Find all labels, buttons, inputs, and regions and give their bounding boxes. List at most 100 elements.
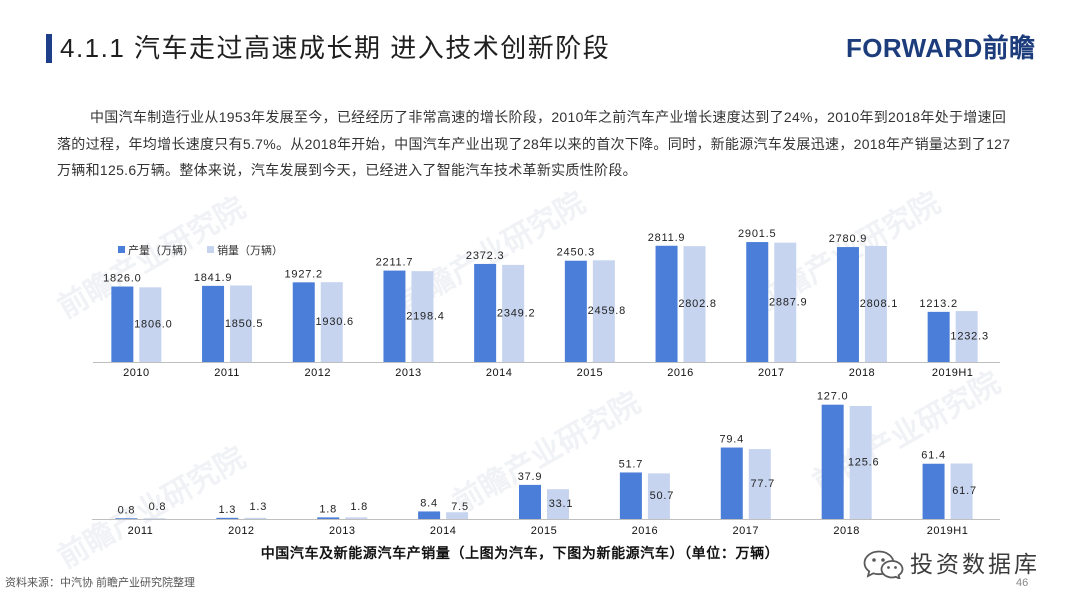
vehicle-x-tick-label: 2014 — [486, 367, 512, 379]
vehicle-sales-bar — [139, 287, 162, 362]
vehicle-sales-value-label: 1850.5 — [225, 318, 263, 330]
nev-x-tick-label: 2018 — [833, 525, 859, 537]
nev-production-value-label: 127.0 — [817, 391, 849, 403]
nev-sales-value-label: 1.8 — [350, 501, 368, 513]
nev-production-bar — [418, 511, 441, 519]
nev-sales-value-label: 0.8 — [149, 501, 167, 513]
nev-production-bar — [317, 517, 340, 519]
vehicle-sales-value-label: 1806.0 — [134, 319, 172, 331]
nev-sales-value-label: 7.5 — [451, 501, 469, 513]
vehicle-sales-value-label: 1930.6 — [316, 316, 354, 328]
vehicle-x-tick-label: 2010 — [123, 367, 149, 379]
vehicle-sales-value-label: 2198.4 — [406, 311, 444, 323]
legend-swatch-production — [118, 246, 125, 253]
wechat-eye — [894, 566, 897, 569]
nev-sales-value-label: 50.7 — [650, 490, 675, 502]
vehicle-production-bar — [927, 311, 950, 362]
nev-production-bar — [821, 404, 844, 519]
vehicle-sales-bar — [592, 260, 615, 362]
wechat-icon — [863, 550, 904, 579]
page-number: 46 — [1016, 577, 1029, 589]
brand-logo: FORWARD前瞻 — [846, 33, 1036, 63]
vehicle-x-tick-label: 2016 — [667, 367, 693, 379]
chart-legend: 产量（万辆） 销量（万辆） — [118, 243, 293, 259]
legend-label-sales: 销量（万辆） — [217, 245, 284, 257]
wechat-eye — [881, 558, 885, 562]
nev-x-tick-label: 2013 — [329, 525, 355, 537]
nev-production-value-label: 1.8 — [319, 503, 337, 515]
nev-production-bar — [519, 484, 541, 519]
vehicle-x-tick-label: 2019H1 — [932, 367, 974, 379]
legend-item-production: 产量（万辆） — [118, 243, 194, 259]
vehicle-sales-value-label: 2887.9 — [769, 296, 807, 308]
nev-x-tick-label: 2019H1 — [927, 525, 969, 537]
nev-chart-plot: 0.8 0.8 2011 1.3 1.3 2012 1.8 1.8 2013 8.4 7.5 2014… — [92, 391, 1000, 537]
vehicle-sales-value-label: 1232.3 — [950, 331, 988, 343]
nev-production-value-label: 8.4 — [420, 497, 438, 509]
nev-x-tick-label: 2017 — [733, 525, 759, 537]
nev-production-value-label: 1.3 — [218, 504, 236, 516]
wechat-account-badge: 投资数据库 — [862, 549, 1042, 579]
nev-production-value-label: 79.4 — [719, 434, 744, 446]
nev-production-bar — [216, 517, 239, 519]
vehicle-production-value-label: 2811.9 — [648, 232, 686, 244]
nev-sales-value-label: 1.3 — [249, 501, 267, 513]
nev-production-value-label: 51.7 — [619, 458, 644, 470]
vehicle-production-value-label: 1826.0 — [103, 273, 141, 285]
vehicle-production-bar — [474, 263, 497, 362]
nev-production-bar — [115, 518, 138, 519]
nev-sales-bar — [950, 463, 973, 519]
vehicle-production-value-label: 2372.3 — [466, 250, 504, 262]
nev-production-bar — [922, 463, 945, 519]
vehicle-chart-plot: 1826.0 1806.0 2010 1841.9 1850.5 2011 1927.2 19… — [93, 228, 1000, 379]
vehicle-sales-bar — [320, 282, 343, 362]
vehicle-sales-value-label: 2808.1 — [860, 298, 898, 310]
wechat-account-name: 投资数据库 — [910, 551, 1040, 577]
vehicle-production-bar — [746, 242, 769, 362]
vehicle-sales-bar — [864, 245, 887, 362]
nev-sales-bar — [748, 449, 771, 519]
nev-production-value-label: 37.9 — [518, 471, 543, 483]
vehicle-sales-value-label: 2349.2 — [497, 307, 535, 319]
nev-production-bar — [720, 447, 743, 519]
vehicle-x-tick-label: 2012 — [305, 367, 331, 379]
vehicle-production-bar — [655, 245, 678, 362]
vehicle-sales-value-label: 2802.8 — [678, 298, 716, 310]
nev-sales-bar — [849, 405, 872, 519]
vehicle-production-bar — [111, 286, 134, 362]
vehicle-sales-bar — [683, 246, 706, 362]
vehicle-x-tick-label: 2017 — [758, 367, 784, 379]
nev-x-tick-label: 2014 — [430, 525, 456, 537]
figure-caption: 中国汽车及新能源汽车产销量（上图为汽车，下图为新能源汽车）（单位：万辆） — [260, 545, 780, 561]
nev-sales-bar — [647, 473, 670, 519]
nev-x-tick-label: 2015 — [531, 525, 557, 537]
nev-sales-bar — [345, 517, 368, 519]
legend-swatch-sales — [207, 246, 215, 253]
vehicle-production-bar — [292, 282, 315, 362]
vehicle-production-bar — [383, 270, 406, 362]
nev-sales-value-label: 77.7 — [750, 478, 775, 490]
wechat-bubble-small — [880, 560, 904, 579]
vehicle-x-tick-label: 2015 — [577, 367, 603, 379]
nev-production-value-label: 0.8 — [118, 504, 136, 516]
legend-item-sales: 销量（万辆） — [207, 243, 283, 259]
vehicle-production-value-label: 2450.3 — [557, 247, 595, 259]
nev-sales-bar — [143, 518, 166, 519]
vehicle-production-value-label: 1213.2 — [919, 298, 957, 310]
nev-sales-bar — [547, 489, 569, 519]
nev-sales-bar — [446, 512, 469, 519]
vehicle-production-value-label: 2211.7 — [376, 257, 414, 269]
sales-charts: 1826.0 1806.0 2010 1841.9 1850.5 2011 1927.2 19… — [92, 228, 1000, 537]
wechat-eye — [872, 558, 876, 562]
vehicle-x-tick-label: 2011 — [214, 367, 240, 379]
vehicle-production-bar — [836, 247, 859, 362]
vehicle-sales-value-label: 2459.8 — [588, 305, 626, 317]
data-source: 资料来源：中汽协 前瞻产业研究院整理 — [5, 577, 196, 589]
vehicle-sales-bar — [411, 271, 434, 362]
vehicle-sales-bar — [774, 242, 797, 362]
vehicle-production-bar — [202, 285, 225, 362]
vehicle-x-tick-label: 2013 — [395, 367, 421, 379]
nev-x-tick-label: 2016 — [632, 525, 658, 537]
vehicle-production-value-label: 2780.9 — [829, 233, 867, 245]
